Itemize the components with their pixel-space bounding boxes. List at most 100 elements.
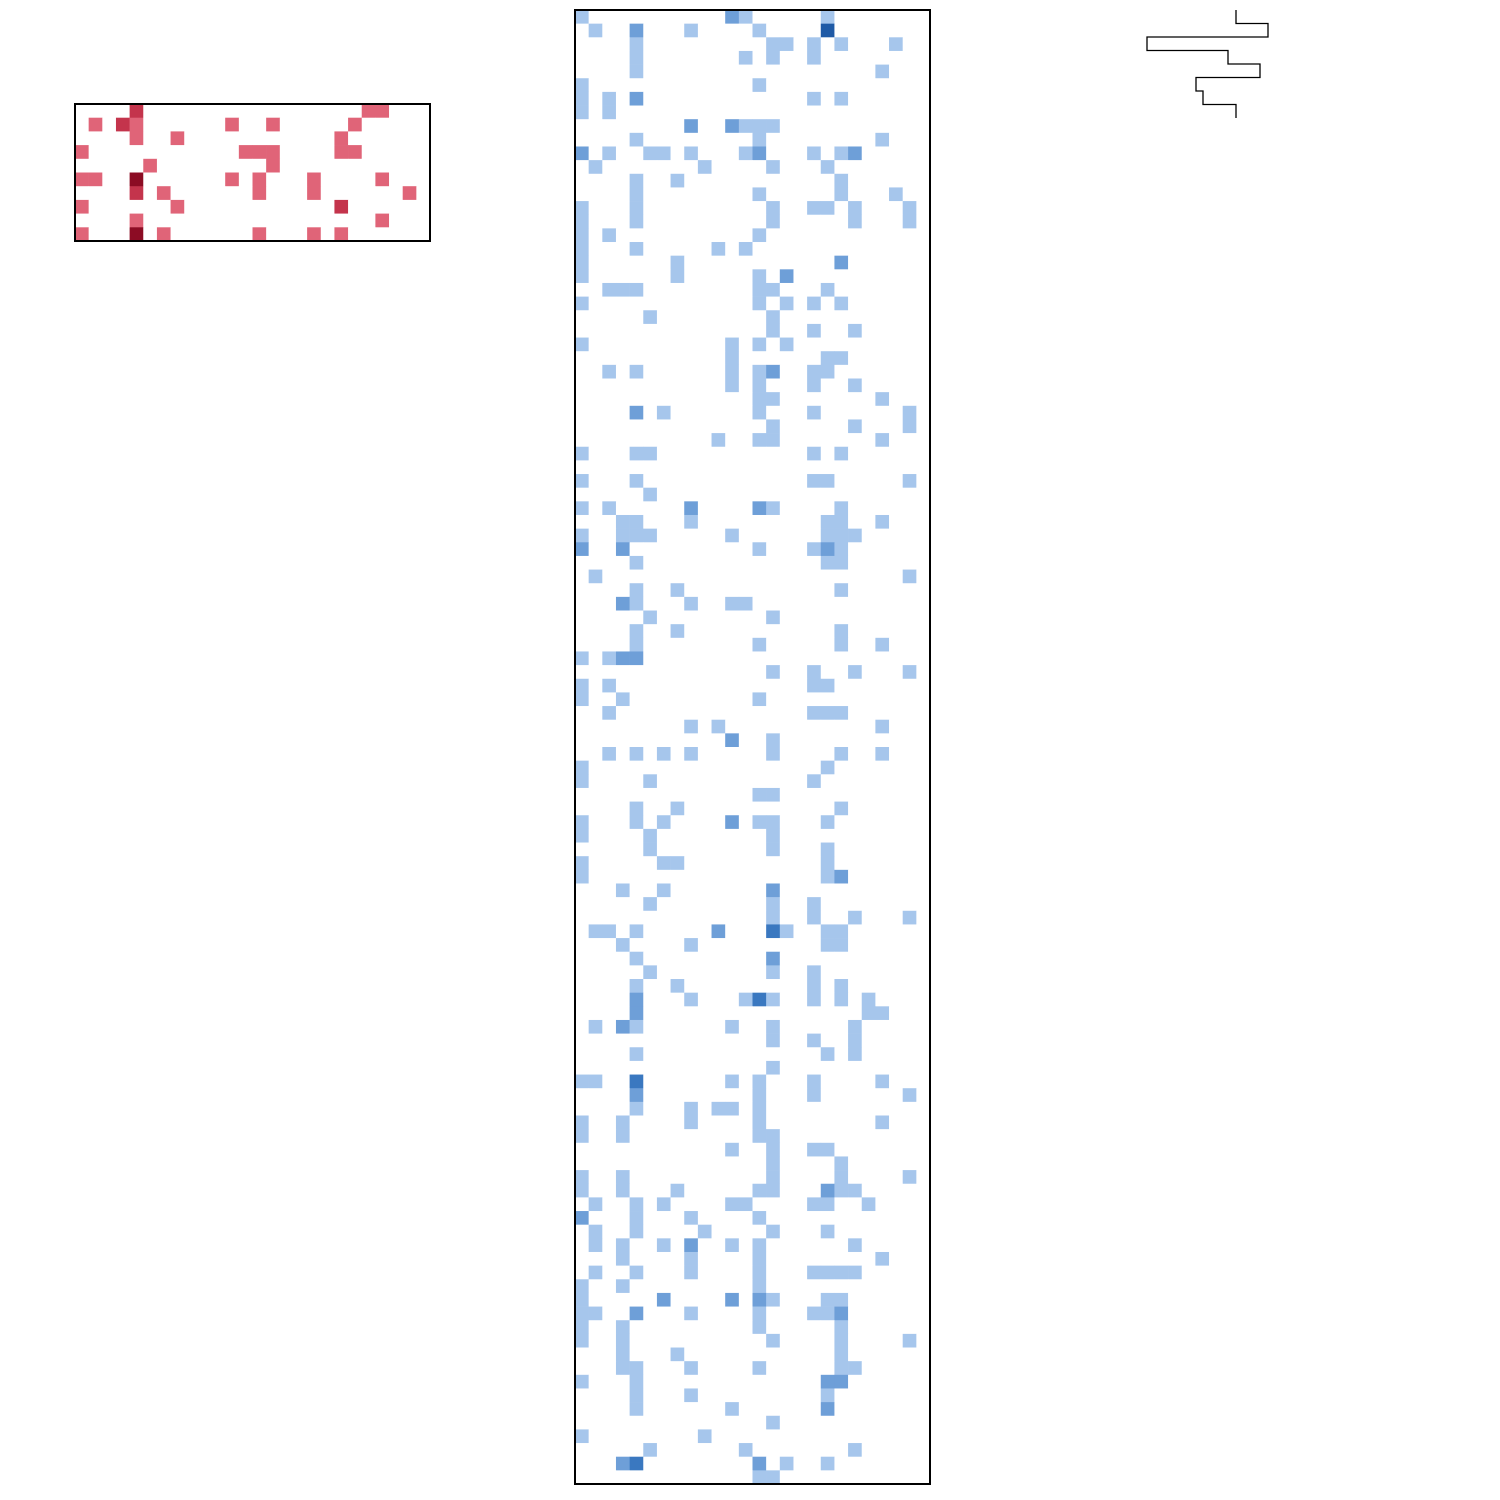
heatmap-cell [725, 719, 740, 734]
heatmap-cell [738, 282, 753, 297]
heatmap-cell [711, 433, 726, 448]
heatmap-cell [684, 1224, 699, 1239]
heatmap-cell [348, 117, 363, 132]
heatmap-cell [738, 173, 753, 188]
heatmap-cell [861, 1156, 876, 1171]
heatmap-cell [848, 1224, 863, 1239]
heatmap-cell [848, 760, 863, 775]
heatmap-cell [643, 1265, 658, 1280]
heatmap-cell [615, 951, 630, 966]
heatmap-cell [575, 869, 589, 884]
heatmap-cell [602, 815, 617, 830]
heatmap-cell [861, 1033, 876, 1048]
heatmap-cell [779, 1292, 794, 1307]
heatmap-cell [602, 392, 617, 407]
heatmap-cell [711, 583, 726, 598]
heatmap-cell [656, 1306, 671, 1321]
heatmap-cell [643, 1047, 658, 1062]
heatmap-cell [738, 269, 753, 284]
heatmap-cell [588, 733, 603, 748]
heatmap-cell [643, 78, 658, 93]
heatmap-cell [711, 1006, 726, 1021]
heatmap-cell [902, 446, 917, 461]
heatmap-cell [779, 1251, 794, 1266]
heatmap-cell [684, 392, 699, 407]
heatmap-cell [575, 487, 589, 502]
heatmap-cell [752, 351, 767, 366]
heatmap-cell [575, 1129, 589, 1144]
heatmap-cell [711, 173, 726, 188]
heatmap-cell [629, 624, 644, 639]
heatmap-cell [615, 501, 630, 516]
heatmap-cell [889, 842, 903, 857]
heatmap-cell [602, 583, 617, 598]
heatmap-cell [575, 1101, 589, 1116]
heatmap-cell [588, 78, 603, 93]
heatmap-cell [834, 760, 849, 775]
heatmap-cell [588, 1265, 603, 1280]
heatmap-cell [738, 624, 753, 639]
heatmap-cell [266, 158, 281, 173]
heatmap-cell [861, 1238, 876, 1253]
heatmap-cell [889, 1033, 903, 1048]
heatmap-cell [670, 1129, 685, 1144]
heatmap-cell [889, 979, 903, 993]
heatmap-cell [820, 419, 835, 434]
heatmap-cell [738, 364, 753, 379]
heatmap-cell [725, 242, 740, 256]
heatmap-cell [588, 1443, 603, 1458]
heatmap-cell [711, 214, 726, 229]
heatmap-cell [848, 146, 863, 161]
heatmap-cell [670, 1101, 685, 1116]
heatmap-cell [848, 1415, 863, 1430]
heatmap-cell [711, 706, 726, 721]
heatmap-cell [738, 910, 753, 925]
heatmap-cell [725, 310, 740, 325]
heatmap-cell [725, 897, 740, 912]
heatmap-cell [656, 1415, 671, 1430]
heatmap-cell [916, 1060, 931, 1075]
heatmap-cell [889, 1238, 903, 1253]
heatmap-cell [738, 64, 753, 79]
heatmap-cell [861, 719, 876, 734]
heatmap-cell [779, 1019, 794, 1034]
heatmap-cell [779, 10, 794, 24]
heatmap-cell [779, 228, 794, 243]
heatmap-cell [575, 514, 589, 529]
heatmap-cell [197, 186, 212, 201]
heatmap-cell [670, 1088, 685, 1103]
heatmap-cell [588, 1251, 603, 1266]
heatmap-cell [752, 23, 767, 38]
heatmap-cell [889, 637, 903, 652]
heatmap-cell [670, 1033, 685, 1048]
heatmap-cell [889, 392, 903, 407]
heatmap-cell [156, 131, 171, 146]
heatmap-cell [848, 555, 863, 570]
heatmap-cell [779, 624, 794, 639]
heatmap-cell [766, 105, 781, 120]
heatmap-cell [861, 392, 876, 407]
heatmap-cell [820, 1183, 835, 1198]
heatmap-cell [656, 651, 671, 666]
heatmap-cell [738, 897, 753, 912]
heatmap-cell [752, 596, 767, 611]
heatmap-cell [834, 883, 849, 898]
heatmap-cell [848, 992, 863, 1007]
heatmap-cell [861, 842, 876, 857]
heatmap-cell [697, 856, 712, 871]
heatmap-cell [670, 842, 685, 857]
heatmap-cell [916, 637, 931, 652]
heatmap-cell [711, 282, 726, 297]
heatmap-cell [670, 364, 685, 379]
heatmap-cell [643, 364, 658, 379]
heatmap-cell [779, 214, 794, 229]
heatmap-cell [602, 160, 617, 175]
heatmap-cell [779, 1156, 794, 1171]
heatmap-cell [602, 733, 617, 748]
heatmap-cell [629, 460, 644, 475]
heatmap-cell [575, 419, 589, 434]
heatmap-cell [889, 1006, 903, 1021]
heatmap-cell [861, 1142, 876, 1157]
heatmap-cell [820, 296, 835, 311]
heatmap-cell [861, 1251, 876, 1266]
